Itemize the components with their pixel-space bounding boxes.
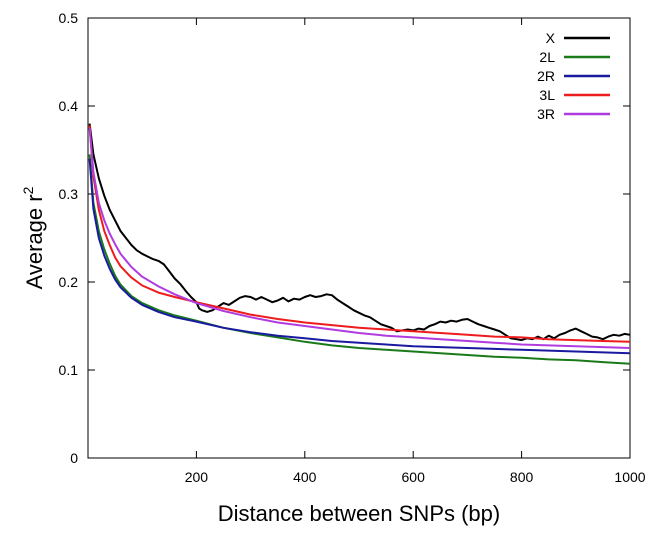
y-axis-title: Average r2 xyxy=(20,186,47,289)
x-tick-label: 800 xyxy=(510,469,534,485)
x-tick-label: 400 xyxy=(293,469,317,485)
series-line-3r xyxy=(88,127,631,349)
y-tick-labels: 0 0.1 0.2 0.3 0.4 0.5 xyxy=(59,10,79,466)
legend-label-3r: 3R xyxy=(537,106,555,122)
y-tick-label: 0.4 xyxy=(59,98,79,114)
y-tick-label: 0.3 xyxy=(59,186,79,202)
series-line-3l xyxy=(88,125,631,343)
series-lines xyxy=(88,123,631,365)
y-axis-title-main: Average r xyxy=(22,194,47,289)
legend-label-x: X xyxy=(546,30,556,46)
axis-ticks xyxy=(88,17,631,459)
x-tick-label: 1000 xyxy=(614,469,645,485)
series-line-2l xyxy=(88,154,631,365)
y-tick-label: 0.1 xyxy=(59,362,79,378)
legend-label-3l: 3L xyxy=(539,87,555,103)
y-tick-label: 0 xyxy=(70,450,78,466)
series-line-x xyxy=(88,123,631,342)
series-line-2r xyxy=(88,158,631,355)
y-axis-title-superscript: 2 xyxy=(20,186,36,194)
x-tick-labels: 200 400 600 800 1000 xyxy=(185,469,646,485)
y-tick-label: 0.2 xyxy=(59,274,79,290)
plot-frame xyxy=(87,17,631,459)
x-tick-label: 200 xyxy=(185,469,209,485)
x-axis-title: Distance between SNPs (bp) xyxy=(218,501,500,526)
y-tick-label: 0.5 xyxy=(59,10,79,26)
legend-label-2l: 2L xyxy=(539,49,555,65)
legend: X 2L 2R 3L 3R xyxy=(537,30,610,122)
x-tick-label: 600 xyxy=(402,469,426,485)
legend-label-2r: 2R xyxy=(537,68,555,84)
